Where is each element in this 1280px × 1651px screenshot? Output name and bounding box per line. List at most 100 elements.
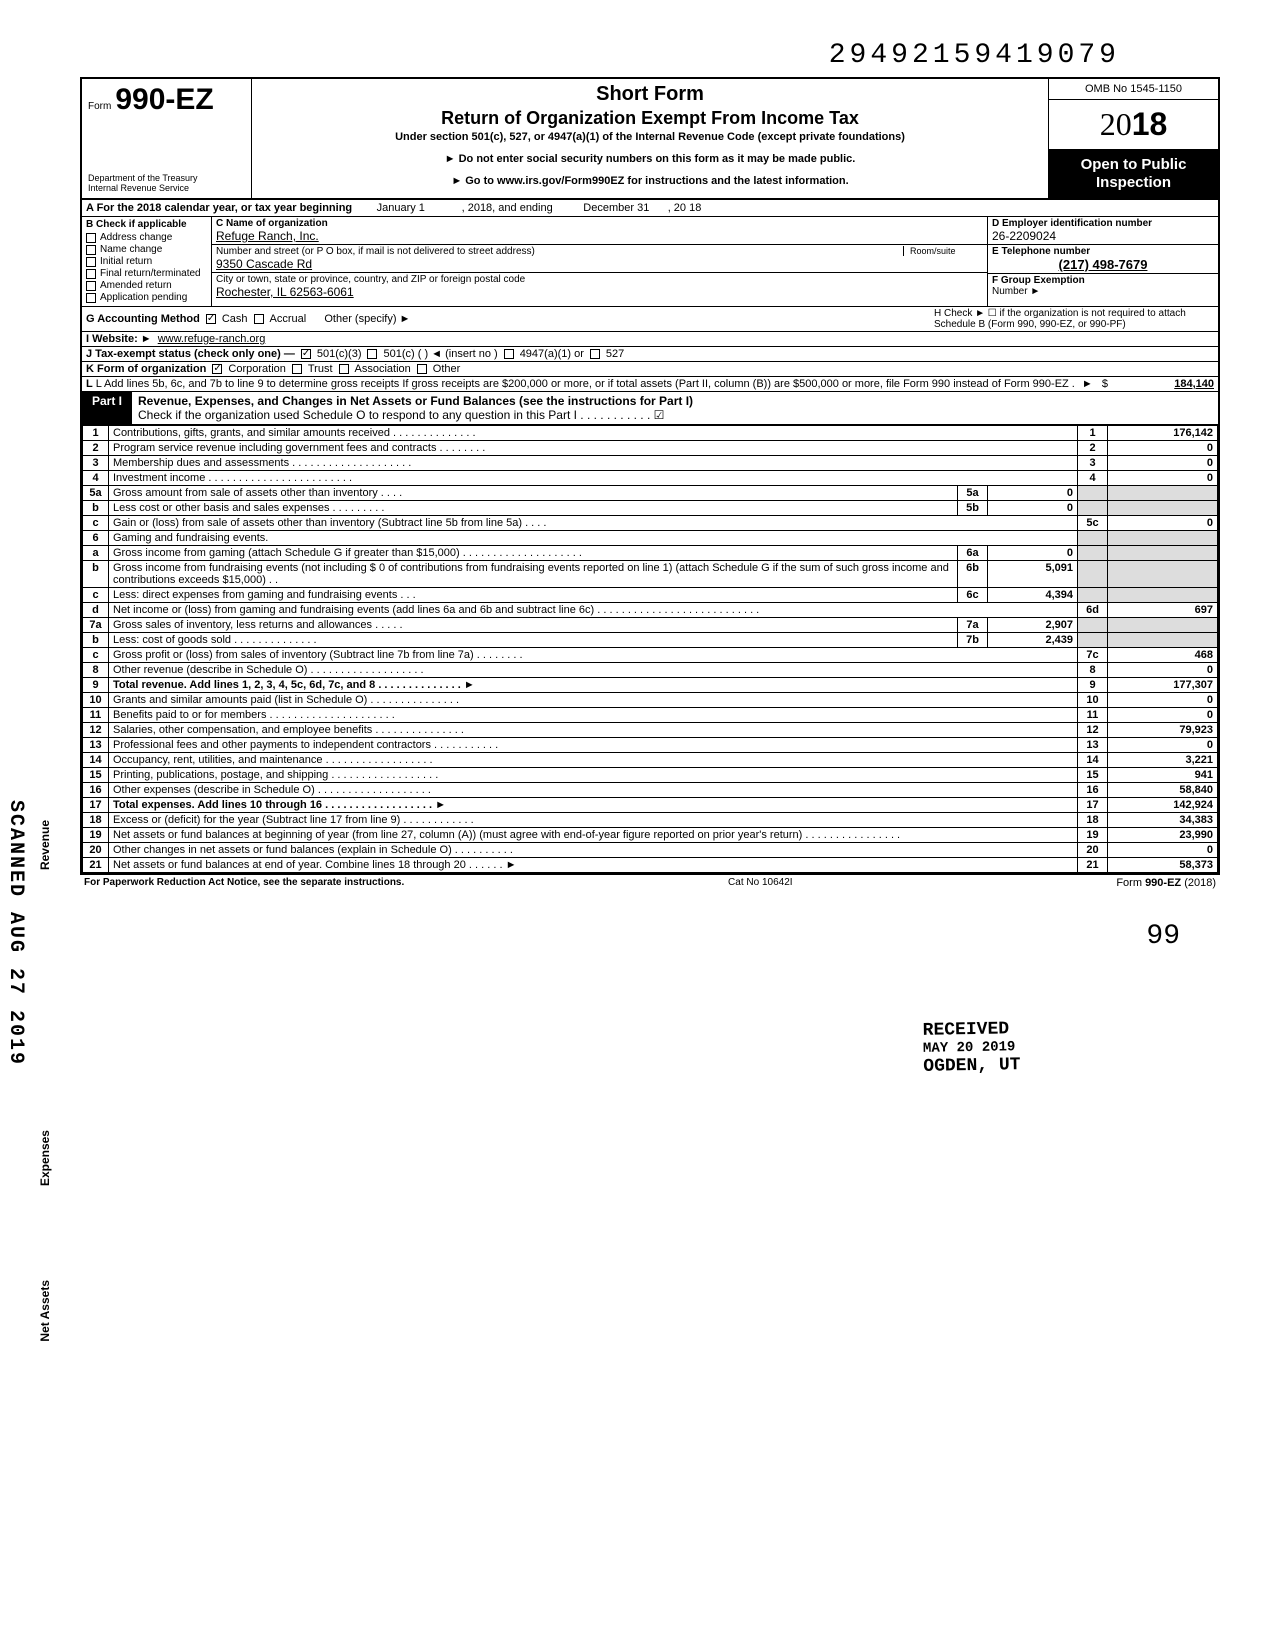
chk-trust[interactable] — [292, 364, 302, 374]
part1-title-wrap: Revenue, Expenses, and Changes in Net As… — [132, 392, 1218, 424]
part1-header: Part I Revenue, Expenses, and Changes in… — [82, 392, 1218, 425]
chk-association[interactable] — [339, 364, 349, 374]
right-num-shade — [1078, 501, 1108, 516]
right-num: 2 — [1078, 441, 1108, 456]
row-desc: Other expenses (describe in Schedule O) … — [109, 783, 1078, 798]
table-row: aGross income from gaming (attach Schedu… — [83, 546, 1218, 561]
open-line1: Open to Public — [1053, 156, 1214, 174]
lbl-address-change: Address change — [100, 232, 172, 243]
mid-num: 5b — [958, 501, 988, 516]
chk-final-return[interactable] — [86, 269, 96, 279]
lbl-application-pending: Application pending — [100, 292, 187, 303]
row-desc: Net assets or fund balances at end of ye… — [109, 858, 1078, 873]
lbl-final-return: Final return/terminated — [100, 268, 201, 279]
right-amt: 23,990 — [1108, 828, 1218, 843]
mid-num: 6c — [958, 588, 988, 603]
chk-name-change[interactable] — [86, 245, 96, 255]
table-row: bLess cost or other basis and sales expe… — [83, 501, 1218, 516]
form-number: 990-EZ — [115, 83, 213, 117]
chk-4947a1[interactable] — [504, 349, 514, 359]
omb-number: OMB No 1545-1150 — [1049, 79, 1218, 100]
chk-initial-return[interactable] — [86, 257, 96, 267]
year-begin: January 1 — [377, 202, 425, 214]
open-to-public: Open to Public Inspection — [1049, 150, 1218, 198]
row-desc: Contributions, gifts, grants, and simila… — [109, 426, 1078, 441]
document-number: 29492159419079 — [80, 40, 1220, 71]
row-number: 11 — [83, 708, 109, 723]
right-amt-shade — [1108, 633, 1218, 648]
table-row: 17Total expenses. Add lines 10 through 1… — [83, 798, 1218, 813]
lbl-other-org: Other — [433, 363, 461, 375]
block-bcd: B Check if applicable Address change Nam… — [82, 217, 1218, 307]
right-num: 1 — [1078, 426, 1108, 441]
row-desc: Gross profit or (loss) from sales of inv… — [109, 648, 1078, 663]
table-row: 7aGross sales of inventory, less returns… — [83, 618, 1218, 633]
year-mid: , 2018, and ending — [462, 202, 553, 214]
chk-501c[interactable] — [367, 349, 377, 359]
row-number: 18 — [83, 813, 109, 828]
chk-address-change[interactable] — [86, 233, 96, 243]
chk-527[interactable] — [590, 349, 600, 359]
row-desc: Less: cost of goods sold . . . . . . . .… — [109, 633, 958, 648]
right-amt: 3,221 — [1108, 753, 1218, 768]
row-number: 7a — [83, 618, 109, 633]
table-row: bLess: cost of goods sold . . . . . . . … — [83, 633, 1218, 648]
right-amt: 468 — [1108, 648, 1218, 663]
table-row: 20Other changes in net assets or fund ba… — [83, 843, 1218, 858]
right-num: 17 — [1078, 798, 1108, 813]
chk-cash[interactable] — [206, 314, 216, 324]
right-num: 21 — [1078, 858, 1108, 873]
chk-corporation[interactable] — [212, 364, 222, 374]
lbl-name-change: Name change — [100, 244, 162, 255]
stamp-date: MAY 20 2019 — [923, 1039, 1020, 1057]
mid-amt: 0 — [988, 486, 1078, 501]
row-number: 6 — [83, 531, 109, 546]
row-number: 19 — [83, 828, 109, 843]
row-desc: Net assets or fund balances at beginning… — [109, 828, 1078, 843]
right-amt: 0 — [1108, 516, 1218, 531]
right-num: 20 — [1078, 843, 1108, 858]
url-note: ► Go to www.irs.gov/Form990EZ for instru… — [260, 175, 1040, 187]
row-number: 13 — [83, 738, 109, 753]
table-row: 3Membership dues and assessments . . . .… — [83, 456, 1218, 471]
year-suffix2: , 20 18 — [668, 202, 702, 214]
table-row: 15Printing, publications, postage, and s… — [83, 768, 1218, 783]
right-num: 11 — [1078, 708, 1108, 723]
right-num-shade — [1078, 561, 1108, 588]
row-number: 4 — [83, 471, 109, 486]
right-num-shade — [1078, 546, 1108, 561]
row-number: 10 — [83, 693, 109, 708]
chk-501c3[interactable] — [301, 349, 311, 359]
chk-other-org[interactable] — [417, 364, 427, 374]
table-row: 8Other revenue (describe in Schedule O) … — [83, 663, 1218, 678]
dept-treasury: Department of the Treasury Internal Reve… — [88, 174, 245, 194]
side-revenue: Revenue — [38, 820, 52, 870]
lbl-trust: Trust — [308, 363, 333, 375]
chk-accrual[interactable] — [254, 314, 264, 324]
chk-application-pending[interactable] — [86, 293, 96, 303]
side-net-assets: Net Assets — [38, 1280, 52, 1342]
line-a: A For the 2018 calendar year, or tax yea… — [82, 200, 1218, 217]
page-number: 99 — [80, 921, 1220, 952]
row-number: d — [83, 603, 109, 618]
lbl-501c: 501(c) ( ) ◄ (insert no ) — [383, 348, 497, 360]
right-amt-shade — [1108, 531, 1218, 546]
g-label: G Accounting Method — [86, 313, 200, 325]
right-amt: 0 — [1108, 708, 1218, 723]
lbl-501c3: 501(c)(3) — [317, 348, 362, 360]
chk-amended-return[interactable] — [86, 281, 96, 291]
right-num-shade — [1078, 531, 1108, 546]
col-c: C Name of organization Refuge Ranch, Inc… — [212, 217, 988, 306]
h-text: H Check ► ☐ if the organization is not r… — [934, 308, 1214, 330]
table-row: 12Salaries, other compensation, and empl… — [83, 723, 1218, 738]
table-row: 1Contributions, gifts, grants, and simil… — [83, 426, 1218, 441]
footer-left: For Paperwork Reduction Act Notice, see … — [84, 877, 404, 889]
mid-amt: 4,394 — [988, 588, 1078, 603]
subtitle: Under section 501(c), 527, or 4947(a)(1)… — [260, 131, 1040, 143]
footer-cat: Cat No 10642I — [728, 877, 793, 889]
col-d: D Employer identification number 26-2209… — [988, 217, 1218, 306]
mid-num: 6a — [958, 546, 988, 561]
part1-table: 1Contributions, gifts, grants, and simil… — [82, 425, 1218, 873]
ssn-note: ► Do not enter social security numbers o… — [260, 153, 1040, 165]
right-amt-shade — [1108, 618, 1218, 633]
